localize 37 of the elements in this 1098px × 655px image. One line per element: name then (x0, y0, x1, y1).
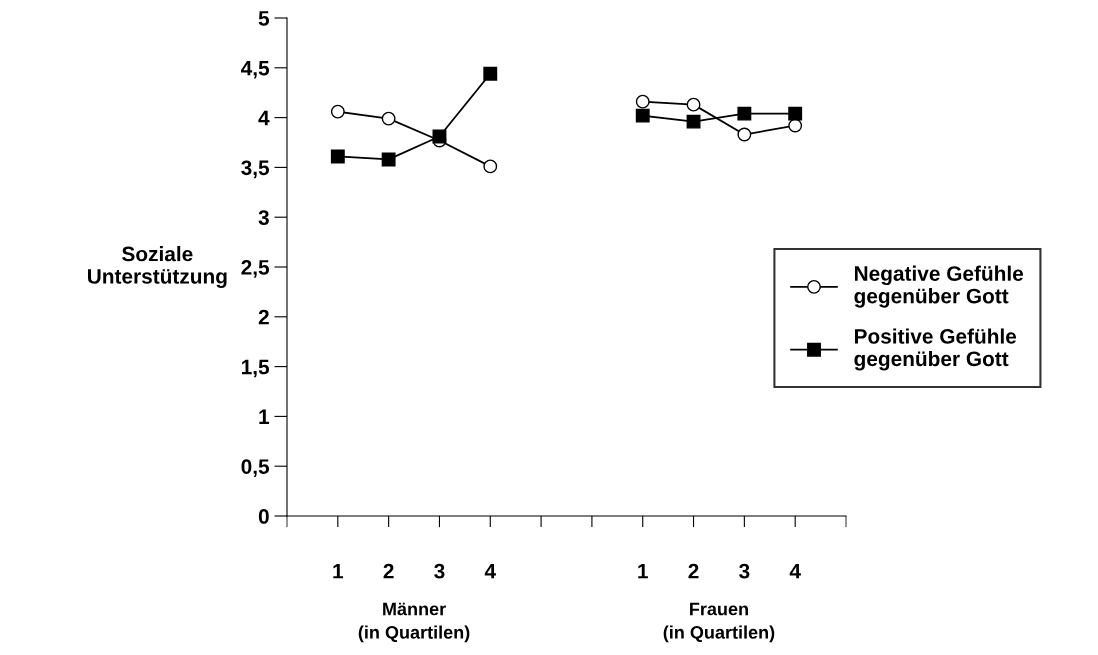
point (381, 152, 396, 167)
text: Männer (in Quartilen) (358, 602, 470, 643)
x-tick-label: 2 (688, 563, 699, 579)
legend-label: Negative Gefühle gegenüber Gott (854, 265, 1024, 308)
x-tick-label: 2 (383, 563, 394, 579)
y-tick-label: 4,5 (241, 61, 270, 79)
point (686, 114, 701, 129)
y-axis-title: Soziale Unterstützung (88, 246, 227, 288)
y-tick-label: 0 (258, 509, 269, 524)
x-tick-label: 1 (638, 563, 648, 579)
point (483, 66, 498, 81)
legend-label: Positive Gefühle gegenüber Gott (854, 328, 1017, 371)
y-tick-label: 3,5 (241, 160, 270, 179)
x-tick-label: 4 (484, 563, 496, 579)
x-tick-label: 1 (333, 563, 344, 579)
point (737, 127, 752, 142)
y-tick-label: 0,5 (241, 459, 270, 477)
point (381, 111, 396, 126)
point (330, 104, 345, 119)
point (483, 159, 498, 174)
text: Frauen (in Quartilen) (663, 602, 775, 643)
x-tick-label: 4 (789, 563, 801, 579)
point (635, 94, 650, 109)
y-tick-label: 4 (258, 110, 270, 126)
point (686, 97, 701, 112)
point (635, 108, 650, 123)
x-tick-label: 3 (434, 563, 445, 579)
y-tick-label: 5 (258, 11, 270, 26)
point (330, 149, 345, 164)
point (737, 106, 752, 121)
y-tick-label: 2 (258, 309, 269, 325)
y-tick-label: 1 (259, 409, 270, 424)
y-tick-label: 2,5 (241, 260, 270, 278)
point (788, 106, 803, 121)
x-tick-label: 3 (739, 563, 750, 579)
y-tick-label: 1,5 (241, 359, 270, 378)
y-tick-label: 3 (258, 210, 269, 225)
